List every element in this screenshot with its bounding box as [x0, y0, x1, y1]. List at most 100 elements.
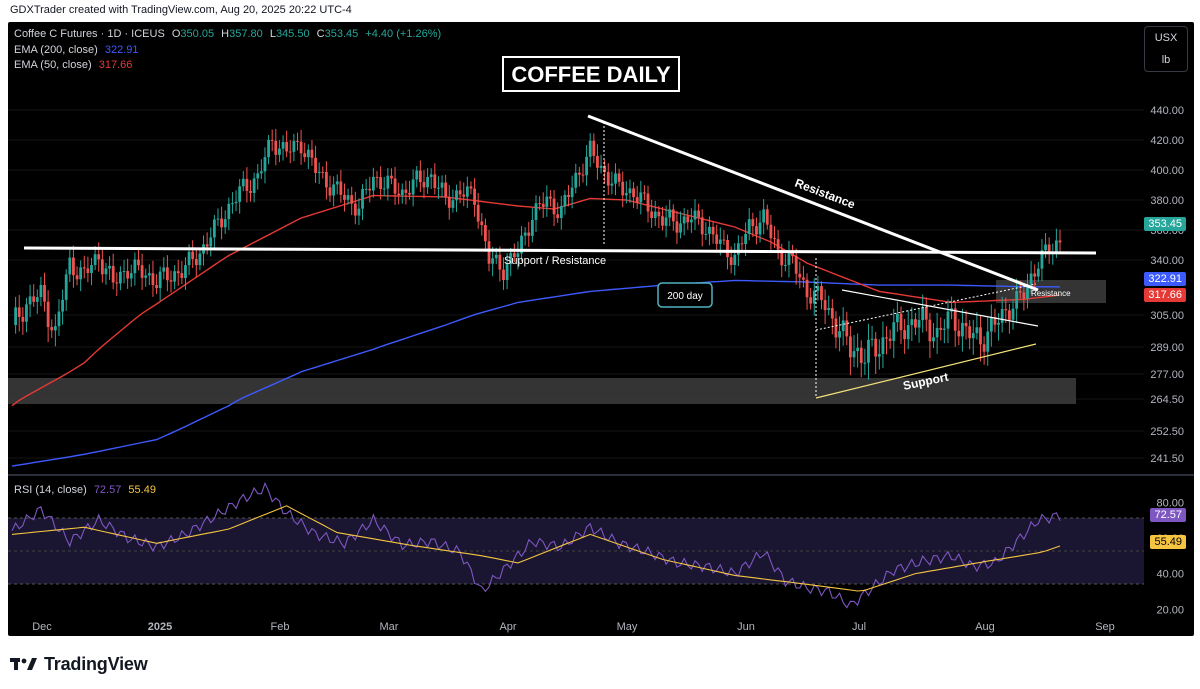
candles [14, 128, 1062, 380]
candle-body [205, 244, 209, 247]
tradingview-footer: TradingView [10, 652, 148, 676]
candle-body [108, 265, 111, 269]
candle-body [783, 264, 787, 266]
candle-body [400, 189, 404, 196]
candle-body [371, 176, 375, 191]
candle-body [798, 273, 802, 278]
candle-body [556, 214, 560, 219]
candle-body [231, 203, 234, 205]
price-tick-label: 289.00 [1150, 342, 1184, 354]
price-tick-label: 264.50 [1150, 394, 1184, 406]
candle-body [382, 188, 386, 190]
candle-body [903, 330, 907, 340]
candle-body [975, 327, 979, 334]
candle-body [151, 273, 155, 286]
candle-body [97, 254, 101, 260]
candle-body [50, 327, 54, 331]
price-axis[interactable]: 440.00420.00400.00380.00360.00340.00305.… [1150, 105, 1184, 465]
candle-body [570, 187, 574, 198]
candle-body [765, 209, 769, 225]
candle-body [935, 327, 939, 338]
chart-svg[interactable]: COFFEE DAILY Resistance Support / Resist… [8, 22, 1194, 636]
candle-body [184, 265, 187, 279]
candle-body [592, 140, 596, 156]
legend-close: 353.45 [324, 28, 359, 40]
candle-body [823, 300, 827, 311]
small-resistance-trendline[interactable] [841, 289, 1039, 327]
candle-body [198, 253, 202, 266]
candle-body [657, 211, 661, 217]
candle-body [39, 284, 43, 298]
price-badge: 353.45 [1144, 217, 1186, 231]
candle-body [158, 271, 162, 289]
resistance-trendline[interactable] [587, 114, 1039, 292]
candle-body [845, 320, 849, 337]
candle-body [643, 192, 646, 194]
legend-high-label: H [221, 28, 230, 40]
candle-body [830, 308, 834, 319]
candle-body [357, 208, 361, 216]
candle-body [332, 184, 336, 196]
candle-body [885, 337, 888, 339]
legend-open-label: O [171, 28, 181, 40]
candle-body [303, 153, 307, 158]
candle-body [838, 331, 841, 338]
candle-body [1033, 273, 1037, 277]
chart-title: COFFEE DAILY [511, 62, 671, 87]
support-trendline[interactable] [815, 343, 1037, 399]
candle-body [523, 232, 527, 236]
candle-body [802, 277, 805, 280]
candle-body [989, 317, 993, 332]
day200-callout [657, 282, 713, 308]
candle-body [484, 225, 487, 242]
candle-body [971, 333, 975, 339]
candle-body [1000, 309, 1004, 323]
time-tick-label: Jun [737, 621, 755, 633]
candle-body [910, 319, 914, 326]
legend-ema50-value: 317.66 [98, 59, 133, 71]
candle-body [574, 172, 578, 188]
candle-body [404, 189, 408, 193]
candle-body [711, 226, 715, 235]
candle-body [408, 192, 411, 195]
rsi-tick-label: 80.00 [1156, 497, 1184, 509]
candle-body [43, 284, 46, 302]
candle-body [787, 252, 791, 265]
rsi-line [11, 481, 1061, 609]
time-tick-label: May [617, 621, 638, 633]
price-tick-label: 420.00 [1150, 135, 1184, 147]
time-axis[interactable]: Dec 2025 Feb Mar Apr May Jun Jul Aug Sep [32, 621, 1115, 633]
currency-unit-box[interactable]: USX lb [1144, 26, 1188, 72]
candle-body [653, 211, 657, 219]
price-tick-label: 241.50 [1150, 453, 1184, 465]
candle-body [53, 326, 57, 331]
time-tick-label: Sep [1095, 621, 1115, 633]
candle-body [538, 203, 542, 205]
candle-body [339, 181, 343, 195]
candle-body [661, 216, 664, 226]
candle-body [317, 171, 321, 174]
candle-body [469, 186, 473, 189]
chart-canvas[interactable]: COFFEE DAILY Resistance Support / Resist… [8, 22, 1194, 636]
candle-body [545, 196, 549, 207]
candle-body [668, 209, 672, 218]
candle-body [93, 254, 97, 266]
candle-body [635, 197, 639, 203]
candle-body [1018, 291, 1022, 293]
candle-body [487, 241, 491, 264]
candle-body [288, 151, 292, 153]
ema-lines [11, 194, 1061, 467]
candle-body [1044, 244, 1047, 251]
candle-body [1040, 250, 1044, 269]
candle-body [299, 141, 303, 154]
legend-ema50-label: EMA (50, close) [14, 59, 92, 71]
candle-body [245, 178, 249, 191]
support-resistance-line[interactable] [23, 246, 1097, 255]
tradingview-logo-icon [10, 658, 37, 670]
candle-body [874, 338, 878, 357]
candle-body [169, 280, 173, 282]
candle-body [736, 243, 740, 255]
legend-ema200-value: 322.91 [104, 44, 139, 56]
candle-body [480, 221, 484, 226]
candle-body [502, 269, 505, 281]
